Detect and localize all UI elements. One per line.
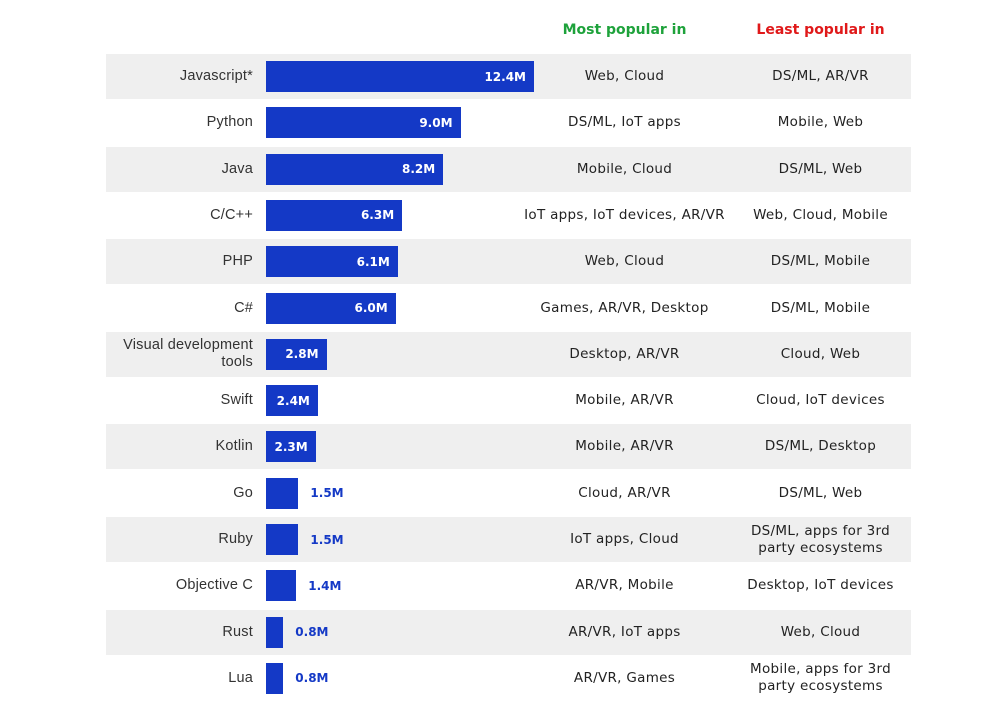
most-popular-cell: Desktop, AR/VR — [569, 345, 680, 362]
value-label: 6.3M — [360, 208, 395, 223]
language-label: Visual development tools — [123, 337, 253, 371]
value-label: 1.4M — [308, 578, 342, 593]
least-popular-cell: Web, Cloud — [780, 623, 861, 640]
table-row: Ruby 1.5M IoT apps, Cloud DS/ML, apps for 3… — [106, 517, 911, 562]
table-row: PHP 6.1M Web, Cloud DS/ML, Mobile — [106, 239, 911, 285]
least-popular-cell: Cloud, Web — [780, 345, 861, 362]
table-row: C# 6.0M Games, AR/VR, Desktop DS/ML, Mobile — [106, 286, 911, 331]
table-row: Javascript* 12.4M Web, Cloud DS/ML, AR/VR — [106, 54, 911, 99]
language-label: Python — [206, 114, 253, 131]
table-row: Kotlin 2.3M Mobile, AR/VR DS/ML, Desktop — [106, 424, 911, 470]
most-popular-cell: AR/VR, IoT apps — [568, 623, 681, 640]
least-popular-cell: Desktop, IoT devices — [747, 577, 894, 594]
bar-9 — [266, 477, 299, 509]
bar-3 — [266, 199, 403, 231]
bar-13 — [266, 662, 284, 694]
least-popular-cell: Mobile, apps for 3rd party ecosystems — [750, 661, 891, 695]
language-label: Objective C — [175, 577, 253, 594]
value-label: 6.0M — [354, 301, 388, 315]
least-popular-cell: DS/ML, Mobile — [770, 253, 871, 270]
value-label: 0.8M — [295, 671, 329, 686]
most-popular-cell: IoT apps, IoT devices, AR/VR — [524, 206, 725, 223]
value-label: 1.5M — [310, 532, 344, 547]
language-label: Ruby — [218, 531, 253, 547]
table-row: Python 9.0M DS/ML, IoT apps Mobile, Web — [106, 100, 911, 145]
most-popular-header: Most popular in — [562, 22, 687, 38]
bar-4 — [266, 246, 398, 278]
language-label: PHP — [222, 253, 253, 270]
least-popular-cell: Cloud, IoT devices — [756, 392, 885, 409]
most-popular-cell: Games, AR/VR, Desktop — [540, 299, 709, 316]
least-popular-cell: DS/ML, Desktop — [764, 438, 877, 455]
value-label: 2.4M — [276, 393, 310, 408]
language-label: Swift — [220, 392, 253, 409]
value-label: 9.0M — [419, 115, 453, 130]
most-popular-cell: Web, Cloud — [584, 253, 665, 270]
bar-10 — [266, 524, 299, 555]
most-popular-cell: Web, Cloud — [584, 68, 665, 84]
table-row: C/C++ 6.3M IoT apps, IoT devices, AR/VR Web… — [106, 193, 911, 238]
language-label: C/C++ — [210, 206, 253, 223]
bar-12 — [266, 616, 284, 648]
most-popular-cell: DS/ML, IoT apps — [568, 114, 681, 131]
value-label: 12.4M — [484, 69, 526, 84]
least-popular-cell: DS/ML, Web — [778, 484, 863, 501]
table-row: Java 8.2M Mobile, Cloud DS/ML, Web — [106, 146, 911, 192]
language-label: Rust — [222, 623, 253, 640]
least-popular-cell: Web, Cloud, Mobile — [753, 206, 888, 223]
bar-6 — [266, 338, 327, 370]
table-row: Objective C 1.4M AR/VR, Mobile Desktop, IoT… — [106, 563, 911, 608]
value-label: 1.5M — [310, 486, 344, 501]
bar-8 — [266, 431, 316, 463]
bar-5 — [266, 292, 396, 324]
value-label: 0.8M — [295, 625, 329, 640]
table-row: Go 1.5M Cloud, AR/VR DS/ML, Web — [106, 471, 911, 516]
most-popular-cell: AR/VR, Mobile — [575, 577, 674, 594]
value-label: 2.8M — [285, 347, 319, 362]
least-popular-cell: DS/ML, AR/VR — [772, 68, 869, 84]
most-popular-cell: AR/VR, Games — [573, 669, 676, 686]
value-label: 6.1M — [356, 254, 390, 269]
least-popular-cell: DS/ML, Web — [778, 160, 863, 177]
table-row: Swift 2.4M Mobile, AR/VR Cloud, IoT devices — [106, 378, 911, 423]
most-popular-cell: IoT apps, Cloud — [570, 531, 679, 547]
least-popular-cell: DS/ML, Mobile — [770, 299, 871, 316]
least-popular-header: Least popular in — [756, 22, 885, 38]
bar-11 — [266, 570, 297, 602]
bar-0 — [266, 61, 534, 92]
table-row: Lua 0.8M AR/VR, Games Mobile, apps for 3rd … — [106, 656, 911, 701]
language-label: Java — [221, 160, 253, 177]
most-popular-cell: Mobile, AR/VR — [575, 438, 674, 455]
language-label: Javascript* — [179, 68, 253, 84]
table-row: Visual development tools 2.8M Desktop, AR/… — [106, 331, 911, 377]
table-row: Rust 0.8M AR/VR, IoT apps Web, Cloud — [106, 609, 911, 655]
bar-1 — [266, 107, 461, 139]
language-label: Go — [233, 484, 253, 501]
least-popular-cell: DS/ML, apps for 3rd party ecosystems — [750, 522, 891, 556]
bar-7 — [266, 385, 318, 417]
language-label: Kotlin — [215, 438, 253, 455]
value-label: 2.3M — [274, 439, 308, 454]
most-popular-cell: Mobile, Cloud — [576, 160, 673, 177]
most-popular-cell: Mobile, AR/VR — [575, 392, 674, 409]
value-label: 8.2M — [402, 162, 436, 177]
most-popular-cell: Cloud, AR/VR — [578, 484, 671, 501]
bar-2 — [266, 153, 444, 185]
language-label: C# — [234, 299, 253, 316]
language-label: Lua — [228, 669, 253, 686]
least-popular-cell: Mobile, Web — [777, 114, 864, 131]
